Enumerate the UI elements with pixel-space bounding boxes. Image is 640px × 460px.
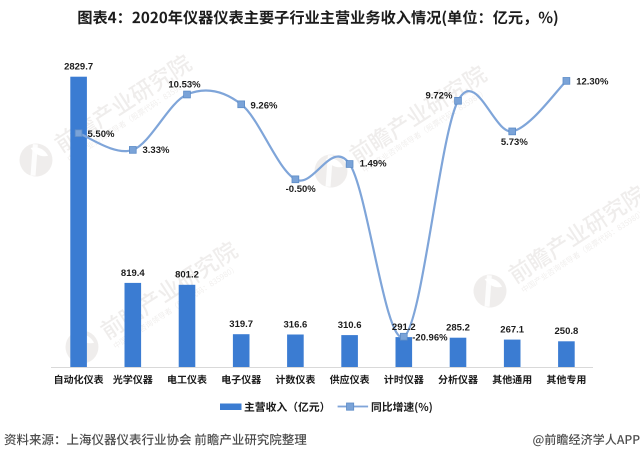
svg-text:2829.7: 2829.7	[64, 62, 93, 73]
svg-text:250.8: 250.8	[555, 326, 579, 337]
svg-text:310.6: 310.6	[338, 320, 362, 331]
svg-text:801.2: 801.2	[175, 270, 199, 281]
svg-text:9.26%: 9.26%	[251, 101, 278, 112]
svg-text:316.6: 316.6	[284, 319, 308, 330]
svg-text:291.2: 291.2	[392, 322, 416, 333]
svg-text:9.72%: 9.72%	[425, 90, 452, 101]
svg-text:819.4: 819.4	[121, 268, 145, 279]
svg-text:3.33%: 3.33%	[143, 145, 170, 156]
svg-text:319.7: 319.7	[229, 319, 253, 330]
svg-text:1.49%: 1.49%	[360, 159, 387, 170]
svg-text:5.50%: 5.50%	[88, 129, 115, 140]
svg-text:10.53%: 10.53%	[168, 79, 201, 90]
svg-text:-20.96%: -20.96%	[412, 333, 448, 344]
svg-text:12.30%: 12.30%	[576, 76, 609, 87]
svg-text:285.2: 285.2	[446, 323, 470, 334]
svg-text:-0.50%: -0.50%	[286, 184, 317, 195]
svg-text:5.73%: 5.73%	[501, 137, 528, 148]
svg-text:267.1: 267.1	[500, 325, 524, 336]
